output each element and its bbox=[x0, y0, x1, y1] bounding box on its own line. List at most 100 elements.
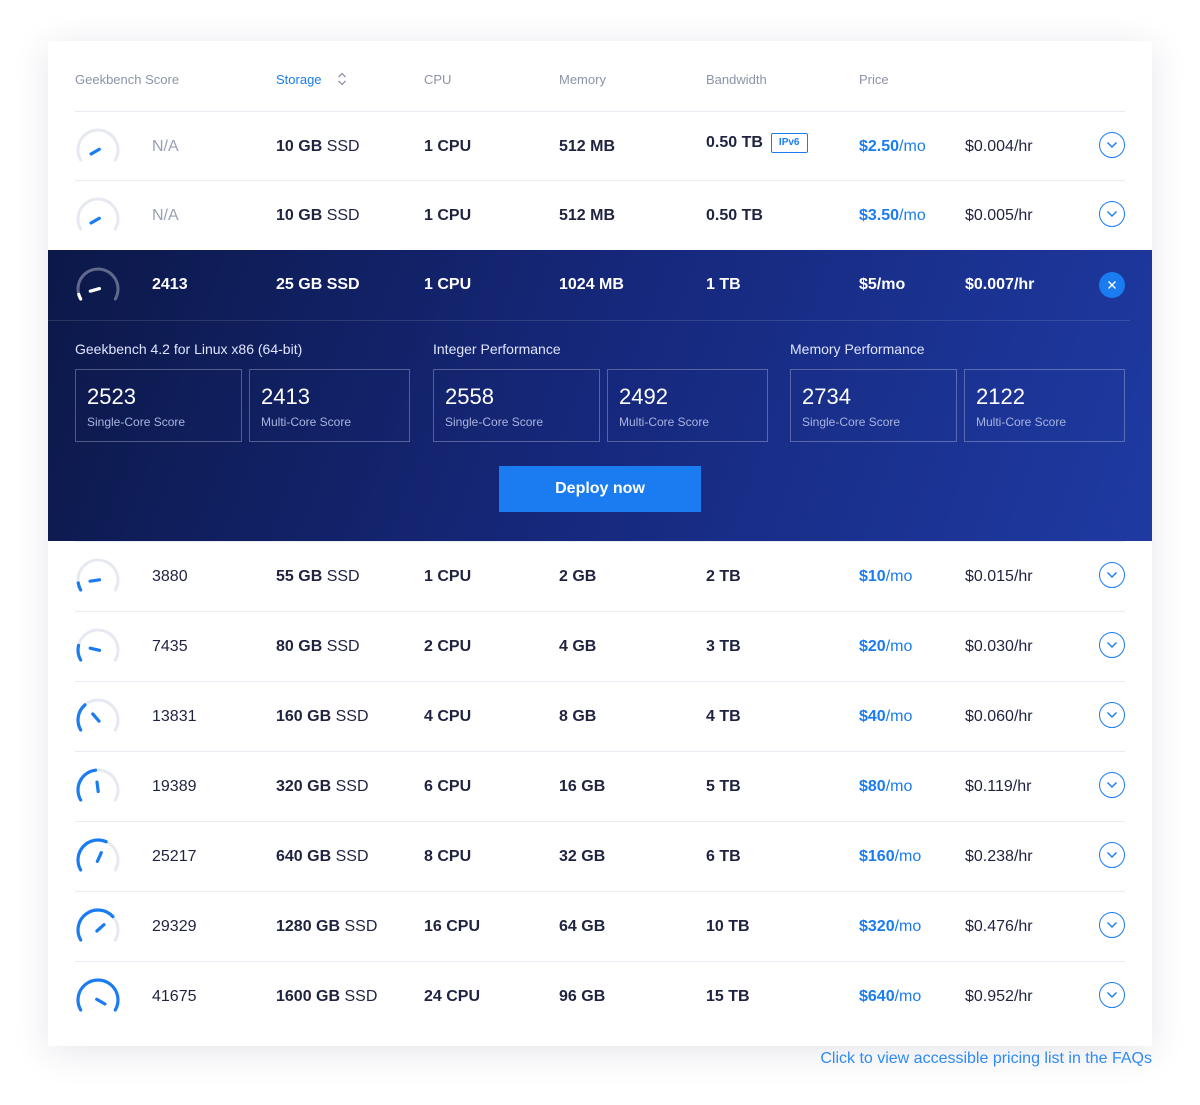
bandwidth-value: 2 TB bbox=[706, 568, 741, 585]
geekbench-score: 41675 bbox=[152, 988, 197, 1005]
plan-row[interactable]: 13831 160 GB SSD 4 CPU 8 GB 4 TB $40/mo $0.060… bbox=[48, 681, 1152, 751]
chevron-down-icon bbox=[1107, 992, 1117, 998]
expand-button[interactable] bbox=[1099, 912, 1125, 938]
hourly-price: $0.476/hr bbox=[965, 918, 1033, 935]
bandwidth-value: 3 TB bbox=[706, 638, 741, 655]
single-core-score-box: 2523 Single-Core Score bbox=[75, 369, 242, 442]
monthly-price: $5/mo bbox=[859, 276, 906, 293]
chevron-down-icon bbox=[1107, 782, 1117, 788]
hourly-price: $0.119/hr bbox=[965, 778, 1032, 795]
ipv6-badge: IPv6 bbox=[770, 133, 808, 153]
expanded-plan-row: 2413 25 GB SSD 1 CPU 1024 MB 1 TB $5/mo … bbox=[48, 250, 1152, 541]
plan-row[interactable]: 25217 640 GB SSD 8 CPU 32 GB 6 TB $160/mo $0.2… bbox=[48, 821, 1152, 891]
geekbench-score: 3880 bbox=[152, 568, 188, 585]
monthly-price: $20/mo bbox=[859, 638, 913, 655]
plan-row[interactable]: 29329 1280 GB SSD 16 CPU 64 GB 10 TB $320/mo $… bbox=[48, 891, 1152, 961]
plan-row[interactable]: 7435 80 GB SSD 2 CPU 4 GB 3 TB $20/mo $0.030/h… bbox=[48, 611, 1152, 681]
storage-value: 10 GB SSD bbox=[276, 207, 360, 224]
deploy-now-button[interactable]: Deploy now bbox=[499, 466, 701, 512]
plan-row[interactable]: N/A 10 GB SSD 1 CPU 512 MB 0.50 TB IPv6 $2.50/… bbox=[48, 111, 1152, 181]
chevron-down-icon bbox=[1107, 712, 1117, 718]
expand-button[interactable] bbox=[1099, 702, 1125, 728]
row-divider bbox=[75, 541, 1125, 542]
row-divider bbox=[75, 751, 1125, 752]
bench-group-title: Memory Performance bbox=[790, 341, 925, 357]
cpu-value: 24 CPU bbox=[424, 988, 481, 1005]
storage-value: 1600 GB SSD bbox=[276, 988, 378, 1005]
expand-button[interactable] bbox=[1099, 562, 1125, 588]
cpu-value: 4 CPU bbox=[424, 708, 472, 725]
monthly-price: $2.50/mo bbox=[859, 138, 926, 155]
storage-value: 320 GB SSD bbox=[276, 778, 369, 795]
monthly-price: $10/mo bbox=[859, 568, 913, 585]
speedometer-gauge-icon bbox=[76, 838, 120, 872]
cpu-value: 8 CPU bbox=[424, 848, 472, 865]
storage-value: 25 GB SSD bbox=[276, 276, 360, 293]
header-geekbench[interactable]: Geekbench Score bbox=[75, 72, 180, 87]
speedometer-gauge-icon bbox=[76, 628, 120, 662]
expand-button[interactable] bbox=[1099, 632, 1125, 658]
header-bandwidth[interactable]: Bandwidth bbox=[706, 72, 767, 87]
score-value: 2122 bbox=[976, 384, 1025, 409]
header-storage-label: Storage bbox=[276, 72, 322, 87]
monthly-price: $40/mo bbox=[859, 708, 913, 725]
header-memory[interactable]: Memory bbox=[559, 72, 606, 87]
expanded-plan-summary[interactable]: 2413 25 GB SSD 1 CPU 1024 MB 1 TB $5/mo … bbox=[48, 250, 1152, 320]
row-divider bbox=[75, 891, 1125, 892]
memory-value: 2 GB bbox=[559, 568, 597, 585]
pricing-table: Geekbench Score Storage CPU Memory Bandw… bbox=[48, 41, 1152, 1046]
memory-value: 1024 MB bbox=[559, 276, 624, 293]
bandwidth-value: 5 TB bbox=[706, 778, 741, 795]
expand-button[interactable] bbox=[1099, 772, 1125, 798]
storage-value: 55 GB SSD bbox=[276, 568, 360, 585]
memory-value: 96 GB bbox=[559, 988, 606, 1005]
multi-core-score-box: 2122 Multi-Core Score bbox=[964, 369, 1125, 442]
hourly-price: $0.004/hr bbox=[965, 138, 1033, 155]
storage-value: 1280 GB SSD bbox=[276, 918, 378, 935]
geekbench-score: N/A bbox=[152, 138, 179, 155]
storage-value: 160 GB SSD bbox=[276, 708, 369, 725]
geekbench-score: 25217 bbox=[152, 848, 197, 865]
memory-value: 8 GB bbox=[559, 708, 597, 725]
memory-value: 512 MB bbox=[559, 138, 616, 155]
score-value: 2558 bbox=[445, 384, 494, 409]
cpu-value: 1 CPU bbox=[424, 138, 472, 155]
hourly-price: $0.005/hr bbox=[965, 207, 1033, 224]
score-label: Multi-Core Score bbox=[261, 415, 352, 429]
bandwidth-value: 10 TB bbox=[706, 918, 750, 935]
header-storage[interactable]: Storage bbox=[276, 72, 347, 88]
sort-icon[interactable] bbox=[337, 72, 347, 86]
score-value: 2523 bbox=[87, 384, 136, 409]
geekbench-score: N/A bbox=[152, 207, 179, 224]
geekbench-score: 29329 bbox=[152, 918, 197, 935]
memory-value: 64 GB bbox=[559, 918, 606, 935]
hourly-price: $0.015/hr bbox=[965, 568, 1033, 585]
hourly-price: $0.030/hr bbox=[965, 638, 1033, 655]
storage-value: 80 GB SSD bbox=[276, 638, 360, 655]
plan-row[interactable]: N/A 10 GB SSD 1 CPU 512 MB 0.50 TB $3.50/mo $0… bbox=[48, 180, 1152, 250]
expand-button[interactable] bbox=[1099, 132, 1125, 158]
plan-row[interactable]: 41675 1600 GB SSD 24 CPU 96 GB 15 TB $640/mo $… bbox=[48, 961, 1152, 1031]
header-cpu[interactable]: CPU bbox=[424, 72, 452, 87]
chevron-down-icon bbox=[1107, 922, 1117, 928]
header-price[interactable]: Price bbox=[859, 72, 889, 87]
speedometer-gauge-icon bbox=[76, 768, 120, 802]
speedometer-gauge-icon bbox=[76, 558, 120, 592]
bandwidth-value: 0.50 TB bbox=[706, 207, 763, 224]
chevron-down-icon bbox=[1107, 211, 1117, 217]
plan-row[interactable]: 19389 320 GB SSD 6 CPU 16 GB 5 TB $80/mo $0.11… bbox=[48, 751, 1152, 821]
expand-button[interactable] bbox=[1099, 842, 1125, 868]
score-value: 2492 bbox=[619, 384, 668, 409]
expand-button[interactable] bbox=[1099, 201, 1125, 227]
accessible-pricing-link[interactable]: Click to view accessible pricing list in… bbox=[820, 1050, 1152, 1067]
monthly-price: $80/mo bbox=[859, 778, 913, 795]
speedometer-gauge-icon bbox=[76, 197, 120, 231]
score-label: Single-Core Score bbox=[445, 415, 544, 429]
expand-button[interactable] bbox=[1099, 982, 1125, 1008]
cpu-value: 6 CPU bbox=[424, 778, 472, 795]
plan-row[interactable]: 3880 55 GB SSD 1 CPU 2 GB 2 TB $10/mo $0.015/h… bbox=[48, 541, 1152, 611]
collapse-button[interactable] bbox=[1099, 272, 1125, 298]
divider bbox=[48, 320, 1130, 321]
multi-core-score-box: 2413 Multi-Core Score bbox=[249, 369, 410, 442]
cpu-value: 2 CPU bbox=[424, 638, 472, 655]
